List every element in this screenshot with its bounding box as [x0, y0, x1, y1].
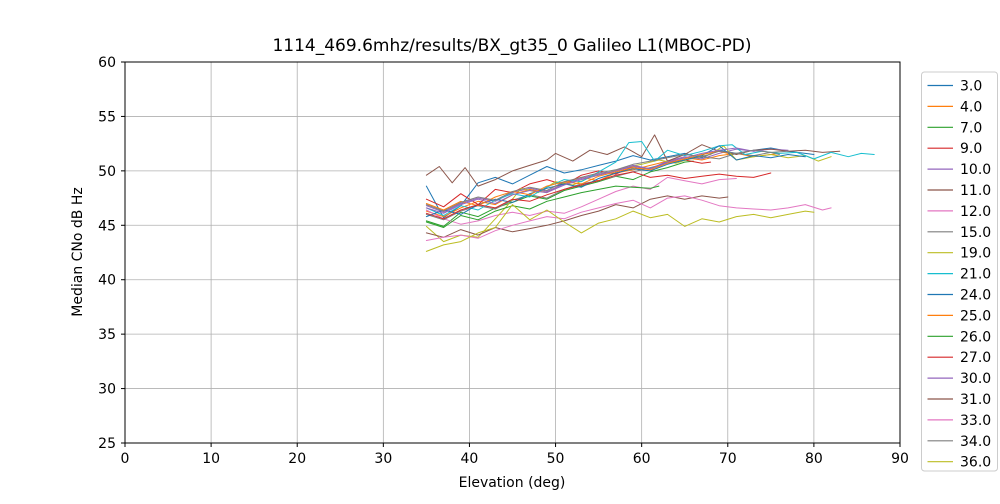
series-line-7.0 — [425, 160, 694, 227]
x-tick-label: 90 — [891, 451, 909, 467]
x-tick-label: 60 — [633, 451, 651, 467]
legend-entry-10.0: 10.0 — [927, 162, 991, 178]
chart-title: 1114_469.6mhz/results/BX_gt35_0 Galileo … — [272, 36, 751, 56]
x-tick-label: 10 — [202, 451, 220, 467]
series-line-15.0 — [425, 151, 780, 221]
legend-entry-21.0: 21.0 — [927, 267, 991, 283]
plot-area-border — [124, 61, 901, 444]
x-tick-label: 20 — [288, 451, 306, 467]
series-lines — [425, 134, 875, 252]
legend-label-7.0: 7.0 — [960, 120, 982, 136]
x-tick-label: 50 — [547, 451, 565, 467]
legend-label-12.0: 12.0 — [960, 204, 991, 220]
y-axis-label: Median CNo dB Hz — [70, 187, 86, 316]
y-tick-label: 50 — [98, 164, 116, 180]
legend-entry-11.0: 11.0 — [927, 183, 991, 199]
series-line-27.0 — [425, 171, 772, 220]
legend-entry-4.0: 4.0 — [927, 99, 982, 115]
legend-entry-9.0: 9.0 — [927, 141, 982, 157]
legend-entry-24.0: 24.0 — [927, 288, 991, 304]
legend-entry-27.0: 27.0 — [927, 350, 991, 366]
legend-label-3.0: 3.0 — [960, 79, 982, 95]
series-line-21.0 — [425, 141, 875, 216]
legend-label-27.0: 27.0 — [960, 350, 991, 366]
x-axis-label: Elevation (deg) — [459, 475, 566, 491]
legend-entry-12.0: 12.0 — [927, 204, 991, 220]
series-line-12.0 — [425, 176, 737, 225]
axis-ticks: 0 10 20 30 40 50 60 70 80 90 25 30 35 40 45 50 55 60 — [98, 55, 909, 467]
x-tick-label: 80 — [805, 451, 823, 467]
legend-label-4.0: 4.0 — [960, 99, 982, 115]
legend-label-24.0: 24.0 — [960, 288, 991, 304]
x-tick-label: 70 — [719, 451, 737, 467]
legend-label-36.0: 36.0 — [960, 455, 991, 471]
y-tick-label: 45 — [98, 218, 116, 234]
y-tick-label: 55 — [98, 109, 116, 125]
series-line-4.0 — [425, 152, 780, 218]
x-tick-label: 40 — [461, 451, 479, 467]
legend-label-33.0: 33.0 — [960, 413, 991, 429]
legend-label-26.0: 26.0 — [960, 329, 991, 345]
series-line-26.0 — [425, 185, 660, 228]
legend-entry-26.0: 26.0 — [927, 329, 991, 345]
x-tick-label: 0 — [121, 451, 130, 467]
legend-entry-34.0: 34.0 — [927, 434, 991, 450]
y-tick-label: 25 — [98, 436, 116, 452]
y-tick-label: 35 — [98, 327, 116, 343]
legend-entry-30.0: 30.0 — [927, 371, 991, 387]
legend-label-31.0: 31.0 — [960, 392, 991, 408]
legend-box — [921, 71, 998, 472]
series-line-25.0 — [425, 150, 729, 211]
legend-entry-31.0: 31.0 — [927, 392, 991, 408]
y-tick-label: 40 — [98, 273, 116, 289]
legend: 3.0 4.0 7.0 9.0 10.0 11.0 12.0 15.0 19.0 21.0 24.0… — [921, 71, 998, 472]
series-line-24.0 — [425, 145, 806, 218]
series-line-30.0 — [425, 147, 763, 214]
series-line-19.0 — [425, 145, 832, 243]
legend-entry-7.0: 7.0 — [927, 120, 982, 136]
series-line-31.0 — [425, 195, 729, 238]
series-line-34.0 — [425, 149, 789, 212]
legend-entry-15.0: 15.0 — [927, 225, 991, 241]
legend-entries: 3.0 4.0 7.0 9.0 10.0 11.0 12.0 15.0 19.0 21.0 24.0… — [927, 79, 991, 471]
legend-label-21.0: 21.0 — [960, 267, 991, 283]
series-line-11.0 — [425, 134, 841, 187]
y-tick-label: 30 — [98, 382, 116, 398]
legend-label-15.0: 15.0 — [960, 225, 991, 241]
y-tick-label: 60 — [98, 55, 116, 71]
x-tick-label: 30 — [374, 451, 392, 467]
legend-label-34.0: 34.0 — [960, 434, 991, 450]
legend-entry-3.0: 3.0 — [927, 79, 982, 95]
legend-label-9.0: 9.0 — [960, 141, 982, 157]
legend-label-25.0: 25.0 — [960, 308, 991, 324]
legend-entry-19.0: 19.0 — [927, 246, 991, 262]
legend-entry-36.0: 36.0 — [927, 455, 991, 471]
legend-entry-33.0: 33.0 — [927, 413, 991, 429]
legend-label-30.0: 30.0 — [960, 371, 991, 387]
series-line-36.0 — [425, 204, 815, 252]
series-line-33.0 — [425, 195, 832, 241]
legend-label-19.0: 19.0 — [960, 246, 991, 262]
legend-label-11.0: 11.0 — [960, 183, 991, 199]
legend-entry-25.0: 25.0 — [927, 308, 991, 324]
legend-label-10.0: 10.0 — [960, 162, 991, 178]
